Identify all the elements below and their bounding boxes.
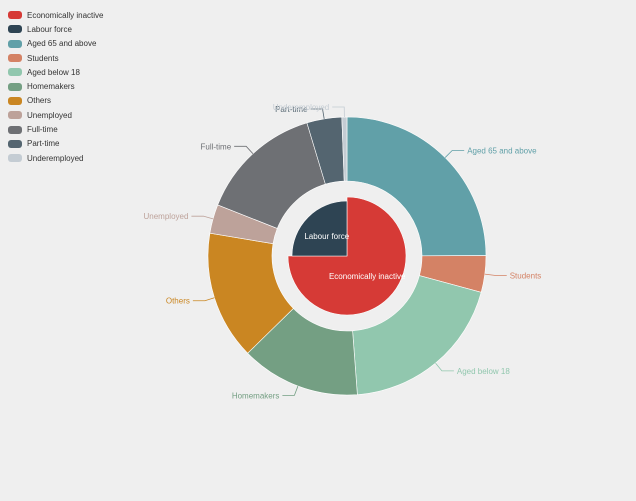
slice-labour-force[interactable] bbox=[291, 200, 348, 257]
legend-swatch bbox=[8, 54, 22, 63]
legend-swatch bbox=[8, 111, 22, 120]
legend-label: Others bbox=[27, 96, 52, 106]
legend-label: Aged below 18 bbox=[27, 67, 80, 77]
slice-label-unemployed: Unemployed bbox=[144, 212, 189, 221]
label-line-unemployed bbox=[191, 215, 214, 220]
legend-swatch bbox=[8, 11, 22, 20]
legend-item-aged-65-and-above[interactable]: Aged 65 and above bbox=[8, 37, 103, 51]
legend-label: Labour force bbox=[27, 24, 72, 34]
legend-item-economically-inactive[interactable]: Economically inactive bbox=[8, 8, 103, 22]
legend-label: Aged 65 and above bbox=[27, 39, 97, 49]
legend-swatch bbox=[8, 68, 22, 77]
legend-label: Full-time bbox=[27, 125, 58, 135]
slice-label-underemployed: Underemployed bbox=[273, 103, 329, 112]
legend-swatch bbox=[8, 125, 22, 134]
legend-label: Part-time bbox=[27, 139, 60, 149]
legend-label: Economically inactive bbox=[27, 10, 104, 20]
legend-item-aged-below-18[interactable]: Aged below 18 bbox=[8, 65, 103, 79]
legend-item-full-time[interactable]: Full-time bbox=[8, 122, 103, 136]
legend-item-unemployed[interactable]: Unemployed bbox=[8, 108, 103, 122]
label-line-homemakers bbox=[282, 385, 299, 396]
slice-label-students: Students bbox=[510, 271, 542, 280]
legend-swatch bbox=[8, 39, 22, 48]
slice-aged-below-18[interactable] bbox=[352, 275, 482, 395]
label-line-students bbox=[484, 273, 507, 276]
inner-label-economically-inactive: Economically inactive bbox=[329, 272, 406, 281]
label-line-underemployed bbox=[332, 106, 345, 118]
legend-label: Unemployed bbox=[27, 110, 72, 120]
legend-item-part-time[interactable]: Part-time bbox=[8, 137, 103, 151]
slice-aged-65-and-above[interactable] bbox=[346, 116, 487, 257]
legend-swatch bbox=[8, 139, 22, 148]
legend-swatch bbox=[8, 25, 22, 34]
legend: Economically inactive Labour force Aged 65… bbox=[8, 8, 103, 165]
legend-swatch bbox=[8, 154, 22, 163]
slice-label-part-time: Part-time bbox=[275, 105, 308, 114]
legend-swatch bbox=[8, 96, 22, 105]
label-line-aged-below-18 bbox=[435, 362, 454, 372]
inner-label-labour-force: Labour force bbox=[304, 232, 349, 241]
legend-swatch bbox=[8, 82, 22, 91]
legend-label: Students bbox=[27, 53, 59, 63]
label-line-full-time bbox=[234, 145, 254, 154]
label-line-part-time bbox=[310, 108, 325, 119]
slice-economically-inactive[interactable] bbox=[287, 196, 407, 316]
legend-label: Homemakers bbox=[27, 82, 75, 92]
slice-label-others: Others bbox=[166, 297, 190, 306]
slice-label-aged-65-and-above: Aged 65 and above bbox=[467, 146, 537, 155]
slice-label-full-time: Full-time bbox=[200, 142, 231, 151]
legend-label: Underemployed bbox=[27, 153, 84, 163]
slice-underemployed[interactable] bbox=[341, 116, 348, 182]
label-line-aged-65-and-above bbox=[444, 150, 465, 158]
slice-label-aged-below-18: Aged below 18 bbox=[457, 367, 510, 376]
legend-item-underemployed[interactable]: Underemployed bbox=[8, 151, 103, 165]
legend-item-labour-force[interactable]: Labour force bbox=[8, 22, 103, 36]
legend-item-homemakers[interactable]: Homemakers bbox=[8, 79, 103, 93]
label-line-others bbox=[192, 297, 215, 302]
legend-item-students[interactable]: Students bbox=[8, 51, 103, 65]
legend-item-others[interactable]: Others bbox=[8, 94, 103, 108]
slice-label-homemakers: Homemakers bbox=[232, 391, 280, 400]
